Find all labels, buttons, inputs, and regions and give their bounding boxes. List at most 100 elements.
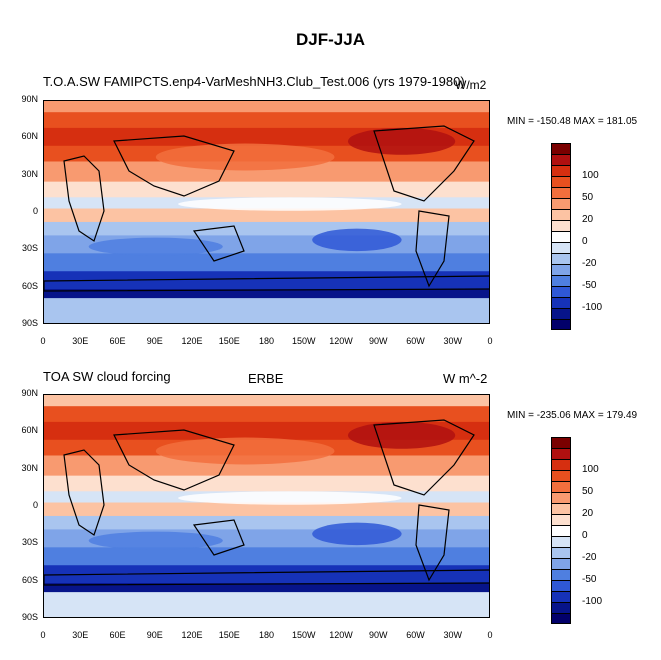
lon-tick-label: 60E (109, 630, 126, 640)
colorbar-label: 100 (582, 464, 599, 475)
colorbar-swatch (551, 242, 571, 253)
lon-tick-label: 0 (40, 336, 46, 346)
lon-tick-label: 150W (291, 336, 316, 346)
lon-tick-label: 150E (218, 336, 240, 346)
colorbar-label: 20 (582, 508, 594, 519)
lat-tick-label: 60N (21, 131, 38, 142)
colorbar-label: -50 (582, 280, 597, 291)
lon-tick-label: 150E (218, 630, 240, 640)
lat-tick-label: 90N (21, 388, 38, 398)
colorbar-swatch (551, 481, 571, 492)
colorbar-swatch (551, 547, 571, 558)
colorbar-swatch (551, 470, 571, 481)
lat-tick-label: 30N (21, 168, 38, 179)
lon-tick-label: 30E (72, 630, 89, 640)
colorbar-swatch (551, 187, 571, 198)
colorbar-swatch (551, 297, 571, 308)
colorbar-swatch (551, 308, 571, 319)
colorbar-swatch (551, 558, 571, 569)
colorbar-swatch (551, 591, 571, 602)
lon-tick-label: 150W (291, 630, 316, 640)
lon-tick-label: 120W (329, 336, 353, 346)
colorbar-swatch (551, 569, 571, 580)
panel-top-right-title: W/m2 (455, 78, 487, 92)
colorbar-swatch (551, 275, 571, 286)
lon-tick-label: 120E (181, 336, 203, 346)
colorbar-swatch (551, 165, 571, 176)
colorbar-swatch (551, 580, 571, 591)
colorbar-swatch (551, 503, 571, 514)
colorbar-label: 100 (582, 170, 599, 181)
colorbar-swatch (551, 525, 571, 536)
cloud-forcing-field (44, 395, 489, 617)
colorbar-swatch (551, 176, 571, 187)
panel-bottom-center-title: ERBE (248, 371, 284, 386)
colorbar-swatch (551, 319, 571, 330)
lon-tick-label: 90E (146, 630, 163, 640)
colorbar-swatch (551, 514, 571, 525)
colorbar-bottom (551, 437, 571, 624)
colorbar-label: -100 (582, 302, 603, 313)
colorbar-swatch (551, 286, 571, 297)
colorbar-swatch (551, 459, 571, 470)
colorbar-swatch (551, 143, 571, 154)
lon-tick-label: 60W (406, 336, 425, 346)
lat-tick-label: 90N (21, 94, 38, 104)
panel-top-minmax: MIN = -150.48 MAX = 181.05 (507, 116, 638, 127)
colorbar-swatch (551, 198, 571, 209)
panel-top-overlap-title: T.O.A.SW FAMIPCTS.enp4-VarMeshNH3.Club_T… (43, 74, 465, 89)
lon-tick-label: 90E (146, 336, 163, 346)
colorbar-swatch (551, 264, 571, 275)
colorbar-swatch (551, 613, 571, 624)
colorbar-label: -50 (582, 574, 597, 585)
lat-tick-label: 60S (21, 280, 38, 291)
colorbar-label: 0 (582, 236, 588, 247)
lon-tick-label: 60W (406, 630, 425, 640)
colorbar-label: -20 (582, 258, 597, 269)
lon-tick-label: 0 (487, 630, 493, 640)
map-top (43, 100, 490, 324)
lon-tick-label: 120W (329, 630, 353, 640)
lat-tick-label: 30S (21, 243, 38, 254)
lon-tick-label: 30W (443, 630, 462, 640)
colorbar-swatch (551, 602, 571, 613)
colorbar-swatch (551, 231, 571, 242)
colorbar-label: 20 (582, 214, 594, 225)
lon-tick-label: 30E (72, 336, 89, 346)
colorbar-swatch (551, 154, 571, 165)
lon-tick-label: 180 (258, 336, 275, 346)
lon-tick-label: 30W (443, 336, 462, 346)
lat-tick-label: 0 (32, 500, 38, 510)
lon-tick-label: 60E (109, 336, 126, 346)
colorbar-label: -20 (582, 552, 597, 563)
lat-tick-label: 90S (21, 318, 38, 328)
lat-tick-label: 30S (21, 537, 38, 548)
colorbar-label: 50 (582, 192, 594, 203)
panel-bottom-minmax: MIN = -235.06 MAX = 179.49 (507, 410, 638, 421)
lon-tick-label: 120E (181, 630, 203, 640)
colorbar-swatch (551, 492, 571, 503)
lat-tick-label: 60S (21, 574, 38, 585)
colorbar-swatch (551, 209, 571, 220)
lat-tick-label: 30N (21, 462, 38, 473)
colorbar-swatch (551, 220, 571, 231)
lon-tick-label: 180 (258, 630, 275, 640)
lon-tick-label: 90W (368, 336, 388, 346)
cloud-forcing-field (44, 101, 489, 323)
lat-tick-label: 60N (21, 425, 38, 436)
colorbar-label: 50 (582, 486, 594, 497)
colorbar-top (551, 143, 571, 330)
colorbar-label: 0 (582, 530, 588, 541)
lon-tick-label: 90W (368, 630, 388, 640)
map-panel-top: T.O.A.SW FAMIPCTS.enp4-VarMeshNH3.Club_T… (21, 74, 638, 346)
colorbar-swatch (551, 448, 571, 459)
lat-tick-label: 0 (32, 206, 38, 216)
panel-bottom-right-title: W m^-2 (443, 371, 488, 386)
colorbar-swatch (551, 437, 571, 448)
lon-tick-label: 0 (40, 630, 46, 640)
lat-tick-label: 90S (21, 612, 38, 622)
map-bottom (43, 394, 490, 618)
figure-title: DJF-JJA (296, 30, 365, 49)
lon-tick-label: 0 (487, 336, 493, 346)
